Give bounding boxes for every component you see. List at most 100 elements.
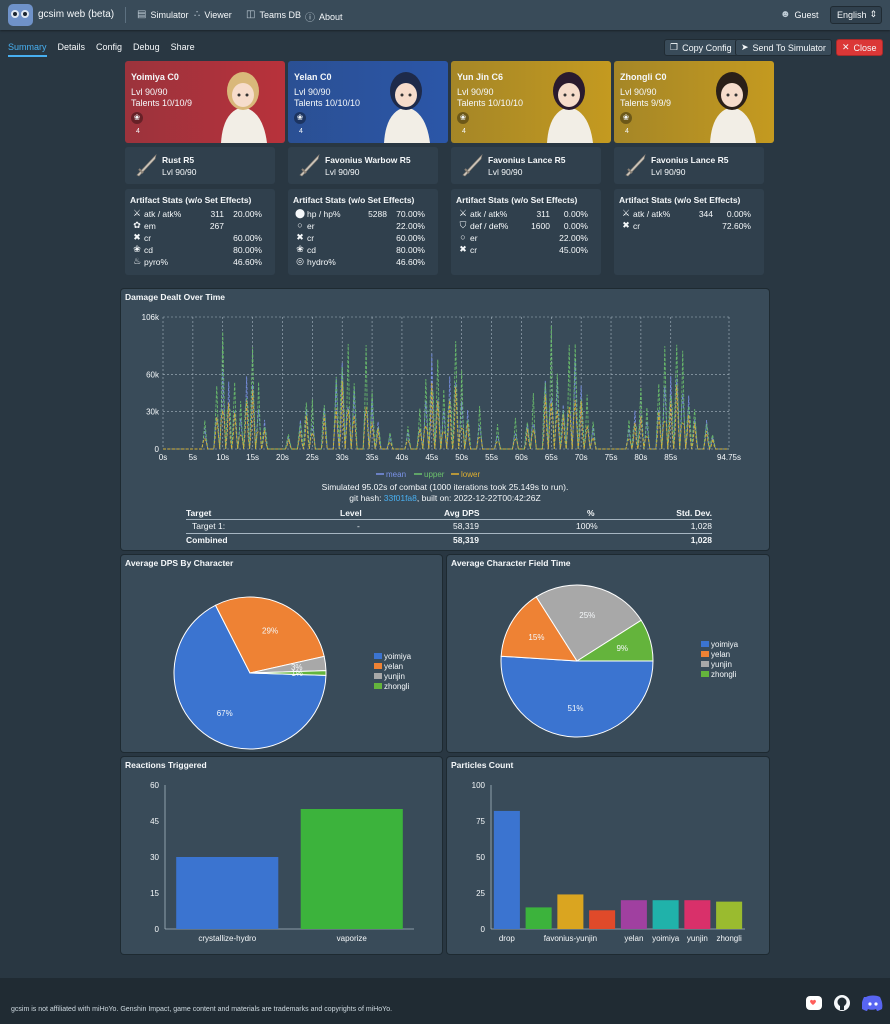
damage-line-chart[interactable]: 0 30k 60k 106k 0s 5s 10s 15s 20s 25s 30s 35s 40s 45s 5… (121, 289, 769, 489)
bar-zhongli[interactable] (716, 901, 743, 929)
x-tick-label: 15s (246, 453, 259, 462)
pie-slice-zhongli[interactable] (575, 619, 654, 662)
cell-target: Target 1: (192, 521, 226, 531)
tab-config[interactable]: Config (96, 42, 123, 52)
particles-bar-chart[interactable]: 0 25 50 75 100 drop favonius-yunjin yelan yoimiy… (447, 757, 769, 954)
stat-percent: 45.00% (559, 245, 588, 255)
y-tick-label: 60k (146, 370, 160, 379)
crit-icon: ✖ (622, 220, 630, 230)
language-select[interactable]: English ⇕ (830, 6, 882, 24)
bar-yunjin[interactable] (684, 900, 711, 929)
artifact-stats-card: Artifact Stats (w/o Set Effects) ⬤ hp / hp… (288, 189, 438, 275)
tab-summary[interactable]: Summary (8, 42, 47, 57)
character-card[interactable]: Yelan C0 Lvl 90/90 Talents 10/10/10 ❀ 4 (288, 61, 448, 143)
pie-slice-yelan[interactable] (214, 596, 325, 674)
stat-name: cr (470, 245, 478, 255)
legend-swatch (374, 663, 382, 669)
bar-geo[interactable] (589, 910, 616, 929)
bar-favonius-yelan[interactable] (525, 907, 552, 929)
nav-viewer-label: Viewer (204, 9, 232, 20)
reactions-bar-chart[interactable]: 0 15 30 45 60 crystallize-hydro vaporize (121, 757, 442, 954)
tab-details[interactable]: Details (57, 42, 86, 52)
artifact-set-icon: ❀ (457, 112, 469, 124)
character-card[interactable]: Yun Jin C6 Lvl 90/90 Talents 10/10/10 ❀ 4 (451, 61, 611, 143)
nav-viewer[interactable]: ∴ Viewer (194, 9, 232, 20)
stat-row: ♨ pyro% 46.60% (130, 256, 270, 268)
bar-yelan[interactable] (620, 900, 647, 929)
pie-value-label: 3% (291, 663, 303, 672)
bar-drop[interactable] (493, 810, 520, 929)
bar-crystallize-hydro[interactable] (176, 857, 279, 929)
hash-suffix: , built on: 2022-12-22T00:42:26Z (416, 493, 541, 503)
chart-icon: ∴ (194, 9, 201, 20)
reactions-title: Reactions Triggered (125, 760, 207, 770)
col-target: Target (186, 508, 212, 518)
dps-by-character-panel: Average DPS By Character 67% 29% 3% 1% yoimi… (121, 555, 442, 752)
guest-label: Guest (794, 9, 819, 20)
y-tick-label: 106k (142, 313, 160, 322)
kofi-icon[interactable] (805, 994, 823, 1012)
stat-name: atk / atk% (633, 209, 671, 219)
tab-debug[interactable]: Debug (133, 42, 160, 52)
brand-title[interactable]: gcsim web (beta) (38, 9, 115, 20)
character-card[interactable]: Zhongli C0 Lvl 90/90 Talents 9/9/9 ❀ 4 (614, 61, 774, 143)
send-to-simulator-button[interactable]: ➤ Send To Simulator (735, 39, 832, 56)
weapon-name: Rust R5 (162, 155, 195, 165)
portrait-face (395, 83, 417, 107)
close-icon: ✕ (842, 42, 850, 52)
nav-about[interactable]: ⓘ About (305, 9, 343, 25)
crit-icon: ✖ (459, 244, 467, 254)
nav-divider (125, 7, 126, 23)
discord-icon[interactable] (862, 994, 884, 1012)
character-portrait (710, 72, 756, 143)
document-icon: ▤ (137, 9, 147, 20)
gcsim-logo-icon[interactable] (8, 4, 33, 26)
stat-row: ❀ cd 80.00% (293, 244, 433, 256)
nav-simulator[interactable]: ▤ Simulator (137, 9, 188, 20)
bar-favonius-yunjin[interactable] (557, 894, 584, 929)
stat-name: cd (307, 245, 316, 255)
cell-level: - (357, 521, 360, 531)
em-icon: ✿ (133, 220, 141, 230)
character-card[interactable]: Yoimiya C0 Lvl 90/90 Talents 10/10/9 ❀ 4 (125, 61, 285, 143)
tab-share[interactable]: Share (170, 42, 195, 52)
legend-label: yoimiya (711, 640, 739, 649)
legend-label: yelan (711, 650, 730, 659)
cell-avg-dps: 58,319 (453, 521, 479, 531)
stat-percent: 46.60% (233, 257, 262, 267)
info-icon: ⓘ (305, 13, 315, 24)
top-navbar: gcsim web (beta) ▤ Simulator ∴ Viewer ◫ Tea… (0, 0, 890, 30)
pie-slice-yoimiya[interactable] (173, 604, 327, 750)
pie-value-label: 9% (616, 644, 628, 653)
pie-slice-yoimiya[interactable] (500, 655, 654, 738)
nav-teams-db[interactable]: ◫ Teams DB (246, 9, 301, 20)
col-avg-dps: Avg DPS (444, 508, 480, 518)
stat-name: cd (144, 245, 153, 255)
pie-slice-zhongli[interactable] (249, 670, 327, 676)
bar-vaporize[interactable] (300, 809, 403, 929)
copy-config-button[interactable]: ❐ Copy Config (664, 39, 738, 56)
x-tick-label: vaporize (337, 934, 368, 943)
pie-slice-yunjin[interactable] (535, 584, 642, 662)
git-hash-link[interactable]: 33f01fa8 (383, 493, 417, 503)
col-level: Level (340, 508, 362, 518)
y-tick-label: 25 (476, 889, 485, 898)
weapon-shape (625, 154, 646, 177)
github-icon[interactable] (833, 994, 851, 1012)
pie-slice-yelan[interactable] (500, 596, 578, 662)
stat-value: 267 (209, 221, 224, 231)
stat-percent: 0.00% (726, 209, 751, 219)
stat-percent: 70.00% (396, 209, 425, 219)
bar-yoimiya[interactable] (652, 900, 679, 929)
nav-teams-label: Teams DB (259, 9, 301, 20)
y-tick-label: 0 (155, 925, 160, 934)
x-tick-label: 40s (395, 453, 408, 462)
weapon-shape (136, 154, 157, 177)
weapon-guard (301, 168, 307, 174)
stat-percent: 60.00% (233, 233, 262, 243)
guest-user[interactable]: ☻ Guest (780, 9, 819, 20)
stat-name: cr (307, 233, 315, 243)
close-button[interactable]: ✕ Close (836, 39, 883, 56)
